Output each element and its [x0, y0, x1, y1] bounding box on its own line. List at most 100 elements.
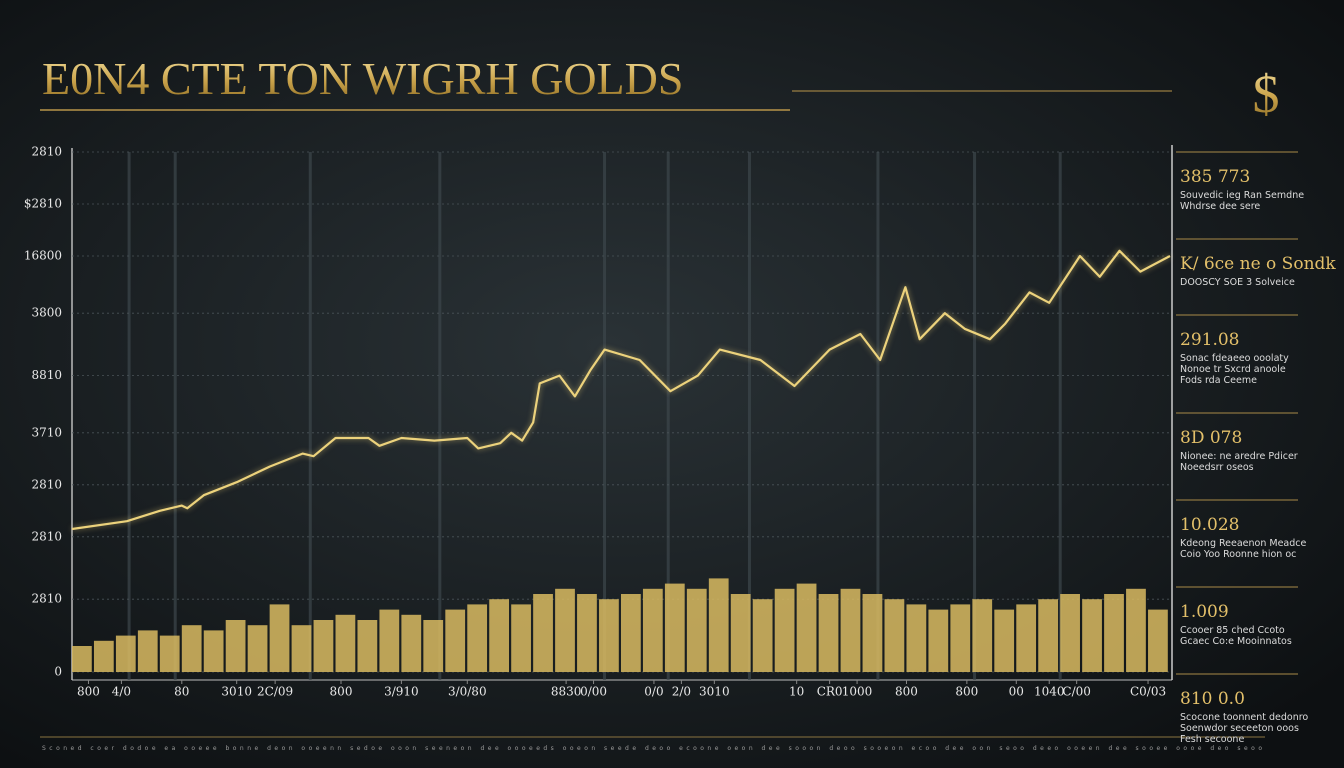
volume-bar — [401, 614, 422, 672]
x-tick-label: 3/0/80 — [448, 685, 487, 699]
x-tick-label: 800 — [330, 685, 353, 699]
x-tick-label: 3/910 — [384, 685, 419, 699]
volume-bar — [181, 625, 202, 672]
panel-line: Kdeong Reeaenon Meadce — [1180, 538, 1307, 549]
x-tick-label: 2C/09 — [257, 685, 293, 699]
panel-line: Nonoe tr Sxcrd anoole — [1180, 364, 1286, 375]
volume-bar — [1016, 604, 1037, 672]
panel-line: Whdrse dee sere — [1180, 201, 1260, 212]
y-tick-label: $2810 — [24, 197, 62, 211]
x-tick-label: 3010 — [699, 685, 730, 699]
panel-line: Fods rda Ceeme — [1180, 375, 1257, 386]
y-tick-label: 16800 — [24, 249, 62, 263]
volume-bar — [159, 635, 180, 672]
volume-bar — [423, 620, 444, 672]
x-tick-label: 80 — [174, 685, 189, 699]
x-tick-label: 800 — [895, 685, 918, 699]
currency-icon: $ — [1253, 64, 1280, 124]
panel-line: Sonac fdeaeeo ooolaty — [1180, 353, 1289, 364]
panel-line: Gcaec Co:e Mooinnatos — [1180, 636, 1292, 647]
volume-bar — [1082, 599, 1102, 672]
volume-bar — [137, 630, 158, 672]
volume-bar — [752, 599, 773, 672]
price-line — [71, 249, 1171, 531]
volume-bar — [291, 625, 312, 672]
panel-heading: 8D 078 — [1180, 428, 1242, 448]
y-tick-label: 3710 — [31, 425, 62, 439]
chart-title: E0N4 CTE TON WIGRH GOLDS — [42, 53, 683, 104]
x-tick-label: 1000 — [842, 685, 873, 699]
panel-line: Scocone toonnent dedonro — [1180, 712, 1308, 723]
volume-bar — [708, 578, 729, 672]
volume-bar — [994, 609, 1015, 672]
x-tick-label: 00 — [1009, 685, 1024, 699]
panel-heading: 1.009 — [1180, 602, 1229, 622]
volume-bar — [1038, 599, 1059, 672]
volume-bar — [533, 594, 553, 672]
x-tick-label: C0/03 — [1130, 685, 1166, 699]
volume-bar — [906, 604, 927, 672]
panel-heading: 385 773 — [1180, 167, 1250, 187]
volume-bar — [379, 609, 400, 672]
panel-heading: 810 0.0 — [1180, 689, 1245, 709]
panel-line: Fesh secoone — [1180, 734, 1244, 745]
panel-line: DOOSCY SOE 3 Solveice — [1180, 277, 1295, 288]
volume-bar — [1126, 588, 1146, 672]
volume-bar — [950, 604, 971, 672]
panel-heading: 10.028 — [1180, 515, 1239, 535]
x-tick-label: 800 — [77, 685, 100, 699]
y-tick-label: 3800 — [31, 306, 62, 320]
volume-bar — [972, 599, 993, 672]
x-tick-label: 10 — [789, 685, 804, 699]
volume-bar — [928, 609, 949, 672]
volume-bar — [247, 625, 268, 672]
panel-line: Coio Yoo Roonne hion oc — [1180, 549, 1296, 560]
x-tick-label: 8830 — [551, 685, 582, 699]
volume-bar — [555, 588, 575, 672]
x-tick-label: 800 — [955, 685, 978, 699]
volume-bar — [642, 588, 663, 672]
panel-line: Nionee: ne aredre Pdicer — [1180, 451, 1298, 462]
volume-bar — [467, 604, 488, 672]
x-tick-label: 3010 — [221, 685, 252, 699]
y-tick-label: 0 — [54, 665, 62, 679]
volume-bar — [225, 620, 246, 672]
y-tick-label: 2810 — [31, 477, 62, 491]
volume-bar — [269, 604, 290, 672]
volume-bar — [862, 594, 883, 672]
x-tick-label: 0/0 — [644, 685, 663, 699]
panel-heading: 291.08 — [1180, 330, 1239, 350]
y-tick-label: 8810 — [31, 368, 62, 382]
volume-bar — [313, 620, 334, 672]
y-tick-label: 2810 — [31, 529, 62, 543]
volume-bar — [774, 588, 795, 672]
volume-bar — [489, 599, 510, 672]
volume-bar — [72, 646, 92, 672]
volume-bar — [818, 594, 839, 672]
volume-bar — [445, 609, 466, 672]
volume-bar — [577, 594, 597, 672]
volume-bar — [511, 604, 531, 672]
volume-bar — [93, 640, 114, 672]
volume-bar — [115, 635, 136, 672]
panel-line: Noeedsrr oseos — [1180, 462, 1254, 473]
volume-bar — [1060, 594, 1080, 672]
footnote: Sconed coer dodoe ea ooeee bonne deon oo… — [42, 745, 1262, 752]
volume-bar — [884, 599, 905, 672]
volume-bar — [664, 583, 685, 672]
panel-line: Souvedic ieg Ran Semdne — [1180, 190, 1304, 201]
x-tick-label: CR0 — [817, 685, 843, 699]
volume-bar — [599, 599, 619, 672]
volume-bar — [621, 594, 641, 672]
volume-bar — [840, 588, 861, 672]
panel-line: Soenwdor seceeton ooos — [1180, 723, 1299, 734]
volume-bar — [335, 614, 356, 672]
x-tick-label: 1040 — [1034, 685, 1065, 699]
volume-bar — [730, 594, 751, 672]
x-tick-label: C/00 — [1062, 685, 1091, 699]
volume-bar — [1148, 609, 1168, 672]
volume-bar — [203, 630, 224, 672]
volume-bar — [796, 583, 817, 672]
x-tick-label: 0/00 — [580, 685, 607, 699]
